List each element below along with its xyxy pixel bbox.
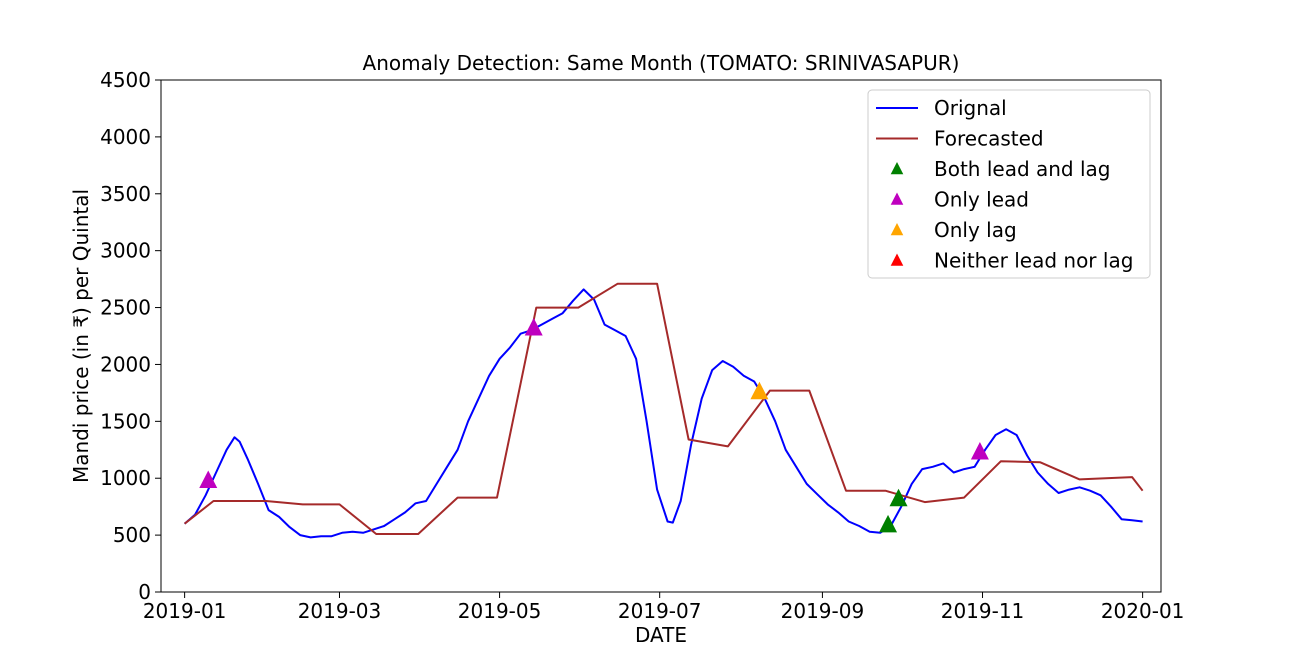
y-axis: 0 500 1000 1500 2000 2500 3000 3500 4000 4500 bbox=[100, 68, 161, 604]
marker-only-lead bbox=[524, 318, 543, 336]
legend-marker-swatch bbox=[890, 253, 904, 266]
legend-label: Only lead bbox=[934, 188, 1029, 212]
x-tick-label: 2019-05 bbox=[458, 599, 542, 623]
legend-marker-swatch bbox=[890, 162, 904, 175]
y-tick-label: 3500 bbox=[100, 182, 151, 206]
y-tick-label: 500 bbox=[113, 523, 151, 547]
legend: Orignal Forecasted Both lead and lag Only l… bbox=[867, 89, 1151, 279]
legend-marker-swatch bbox=[890, 192, 904, 205]
legend-marker-swatch bbox=[890, 223, 904, 236]
x-tick-label: 2019-01 bbox=[143, 599, 227, 623]
marker-only-lead bbox=[199, 470, 218, 488]
legend-label: Neither lead nor lag bbox=[934, 249, 1133, 273]
y-tick-label: 1000 bbox=[100, 466, 151, 490]
marker-both-lead-and-lag bbox=[889, 488, 908, 507]
y-tick-label: 1500 bbox=[100, 409, 151, 433]
series-layer bbox=[183, 282, 1144, 539]
marker-only-lead bbox=[970, 442, 989, 460]
x-axis-label: DATE bbox=[635, 623, 687, 647]
legend-label: Both lead and lag bbox=[934, 157, 1111, 181]
y-axis-label: Mandi price (in ₹) per Quintal bbox=[69, 189, 93, 483]
y-tick-label: 4000 bbox=[100, 125, 151, 149]
x-axis: 2019-01 2019-03 2019-05 2019-07 2019-09 2019-… bbox=[143, 592, 1185, 623]
y-tick-label: 3000 bbox=[100, 239, 151, 263]
y-tick-label: 0 bbox=[138, 580, 151, 604]
legend-label: Only lag bbox=[934, 218, 1017, 242]
x-tick-label: 2019-07 bbox=[618, 599, 702, 623]
x-tick-label: 2019-03 bbox=[298, 599, 382, 623]
legend-label: Orignal bbox=[934, 96, 1007, 120]
x-tick-label: 2019-11 bbox=[941, 599, 1025, 623]
y-tick-label: 2000 bbox=[100, 352, 151, 376]
legend-frame bbox=[867, 89, 1151, 279]
marker-both-lead-and-lag bbox=[879, 514, 898, 533]
plot-frame bbox=[160, 79, 1162, 593]
x-tick-label: 2019-09 bbox=[781, 599, 865, 623]
legend-label: Forecasted bbox=[934, 127, 1044, 151]
y-tick-label: 2500 bbox=[100, 296, 151, 320]
x-tick-label: 2020-01 bbox=[1101, 599, 1185, 623]
y-tick-label: 4500 bbox=[100, 68, 151, 92]
chart-title: Anomaly Detection: Same Month (TOMATO: S… bbox=[363, 51, 960, 75]
series-line-forecasted bbox=[183, 282, 1144, 535]
marker-only-lag bbox=[750, 381, 769, 400]
